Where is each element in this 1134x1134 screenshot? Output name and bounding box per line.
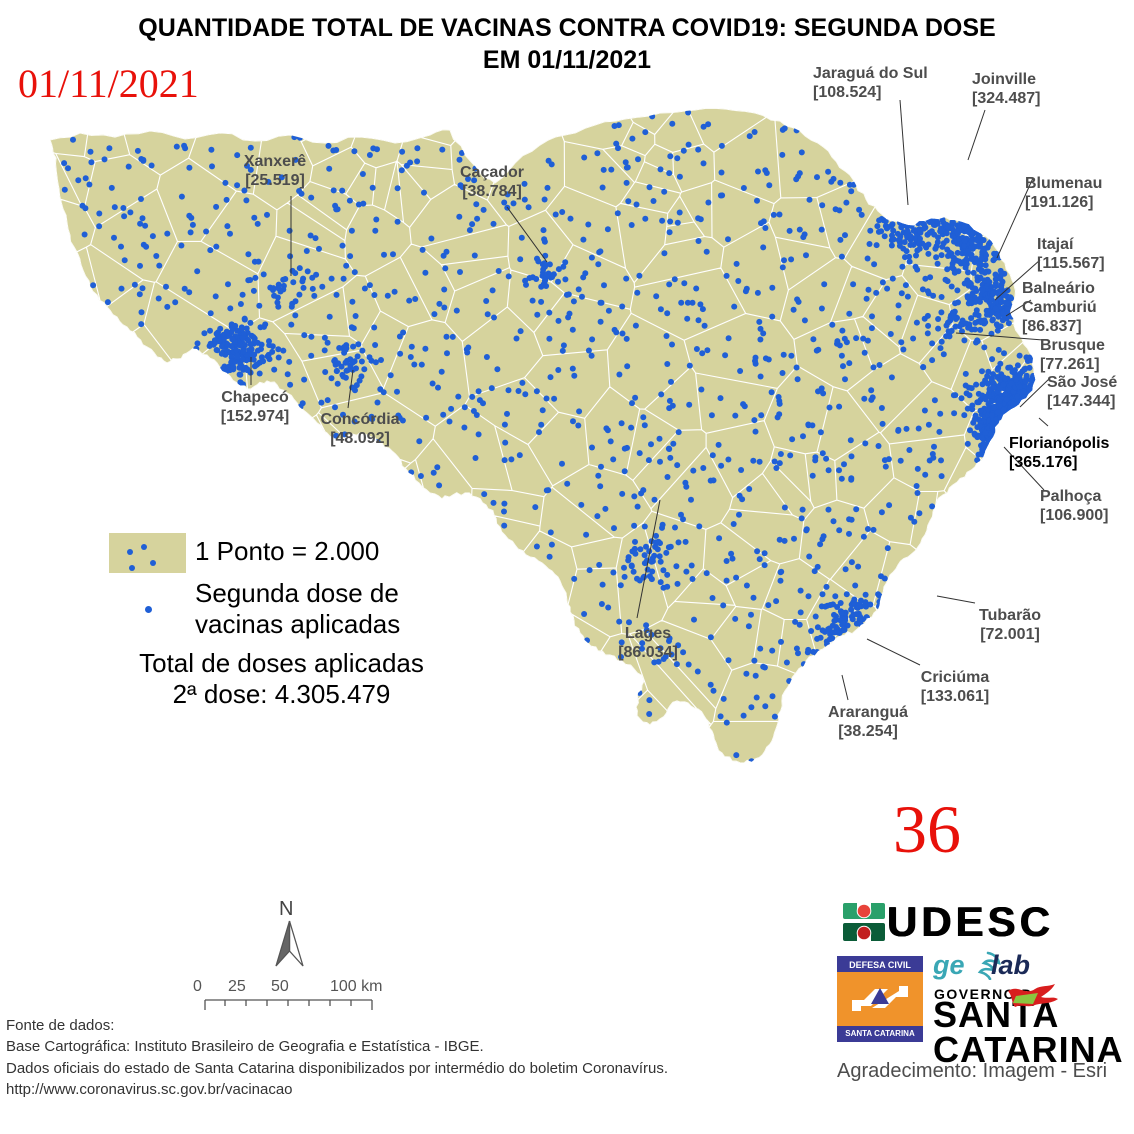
svg-text:ge: ge (933, 950, 965, 980)
svg-text:SANTA CATARINA: SANTA CATARINA (845, 1029, 915, 1038)
svg-text:lab: lab (991, 950, 1030, 980)
svg-text:DEFESA CIVIL: DEFESA CIVIL (849, 960, 911, 970)
